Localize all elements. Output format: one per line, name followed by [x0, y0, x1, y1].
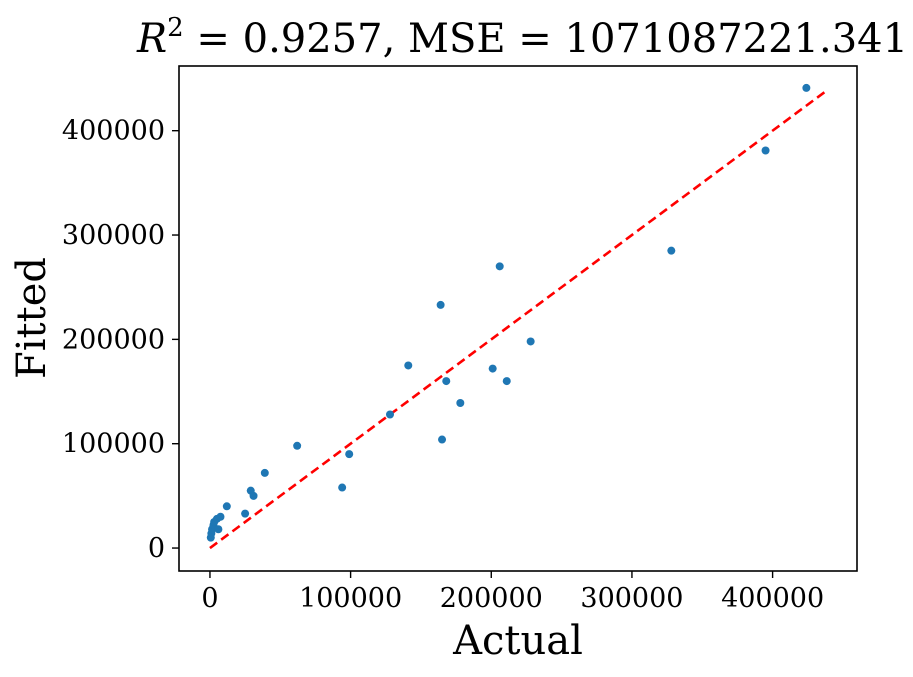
- scatter-point: [404, 361, 413, 370]
- scatter-point: [293, 441, 302, 450]
- scatter-point: [338, 483, 347, 492]
- scatter-point: [345, 450, 354, 459]
- scatter-point: [802, 83, 811, 92]
- scatter-point: [438, 435, 447, 444]
- axis-ticks: 0 100000 200000 300000 400000 0 100000 200000 30…: [62, 116, 824, 614]
- title-r-superscript: 2: [167, 13, 184, 43]
- x-tick-label: 200000: [440, 583, 543, 614]
- y-tick-label: 200000: [62, 324, 165, 355]
- scatter-point: [442, 377, 451, 386]
- x-tick-label: 0: [201, 583, 218, 614]
- data-points: [206, 83, 811, 542]
- y-tick-label: 300000: [62, 220, 165, 251]
- scatter-point: [436, 300, 445, 309]
- chart-title: R2 = 0.9257, MSE = 1071087221.3411: [136, 13, 913, 62]
- scatter-point: [260, 468, 269, 477]
- scatter-point: [502, 377, 511, 386]
- scatter-point: [216, 512, 225, 521]
- y-axis-label: Fitted: [9, 257, 55, 379]
- scatter-point: [214, 525, 223, 534]
- scatter-point: [488, 364, 497, 373]
- scatter-point: [241, 509, 250, 518]
- x-tick-label: 400000: [721, 583, 824, 614]
- x-tick-label: 100000: [299, 583, 402, 614]
- scatter-point: [222, 502, 231, 511]
- x-tick-label: 300000: [580, 583, 683, 614]
- reference-line: [209, 91, 826, 550]
- scatter-point: [526, 337, 535, 346]
- scatter-point: [249, 491, 258, 500]
- scatter-point: [667, 246, 676, 255]
- scatter-point: [456, 399, 465, 408]
- y-tick-label: 0: [148, 533, 165, 564]
- title-stats-text: = 0.9257, MSE = 1071087221.3411: [184, 16, 913, 62]
- y-tick-label: 400000: [62, 116, 165, 147]
- title-r-symbol: R: [136, 16, 167, 62]
- scatter-point: [495, 262, 504, 271]
- scatter-point: [761, 146, 770, 155]
- y-tick-label: 100000: [62, 429, 165, 460]
- x-axis-label: Actual: [452, 618, 583, 664]
- reference-line-layer: [209, 91, 826, 550]
- scatter-point: [385, 410, 394, 419]
